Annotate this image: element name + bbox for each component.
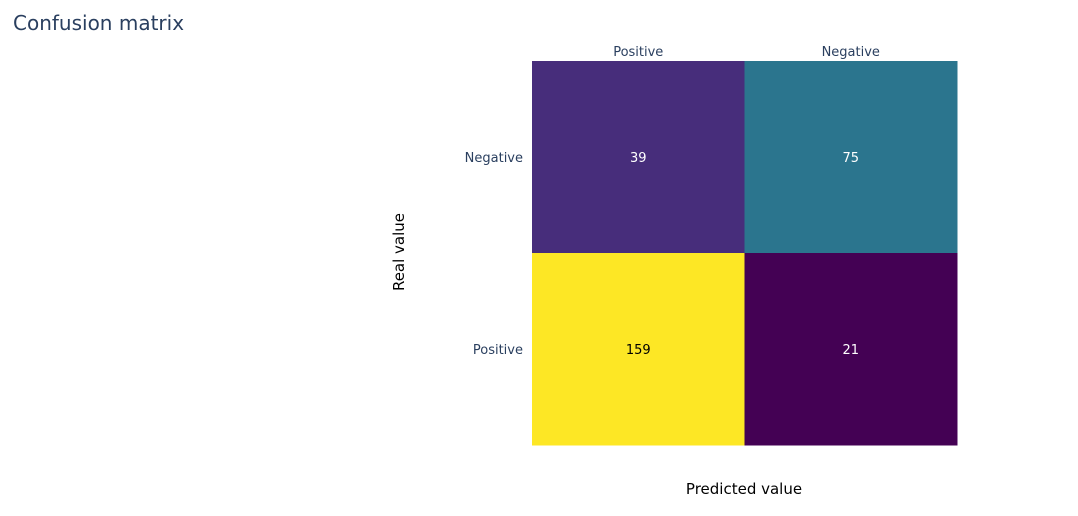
x-axis-tick-labels: Positive Negative	[613, 45, 880, 60]
cell-value-label-r1-c0: 159	[626, 343, 651, 358]
heatmap-cells	[532, 61, 958, 446]
cell-value-label-r1-c1: 21	[842, 343, 859, 358]
cell-value-label-r0-c0: 39	[630, 151, 647, 166]
y-axis-title: Real value	[390, 213, 408, 291]
cell-value-label-r0-c1: 75	[842, 151, 859, 166]
heatmap-cell-r1-c0	[532, 253, 745, 446]
x-tick-label-1: Negative	[822, 45, 880, 60]
y-axis-tick-labels: Negative Positive	[465, 151, 523, 358]
heatmap-cell-labels: 39 75 159 21	[626, 151, 859, 358]
y-tick-label-0: Negative	[465, 151, 523, 166]
heatmap-cell-r1-c1	[744, 253, 958, 446]
heatmap-cell-r0-c0	[532, 61, 745, 254]
x-tick-label-0: Positive	[613, 45, 663, 60]
y-tick-label-1: Positive	[473, 343, 523, 358]
heatmap-cell-r0-c1	[744, 61, 958, 254]
chart-title: Confusion matrix	[13, 11, 184, 35]
x-axis-title: Predicted value	[686, 480, 802, 498]
